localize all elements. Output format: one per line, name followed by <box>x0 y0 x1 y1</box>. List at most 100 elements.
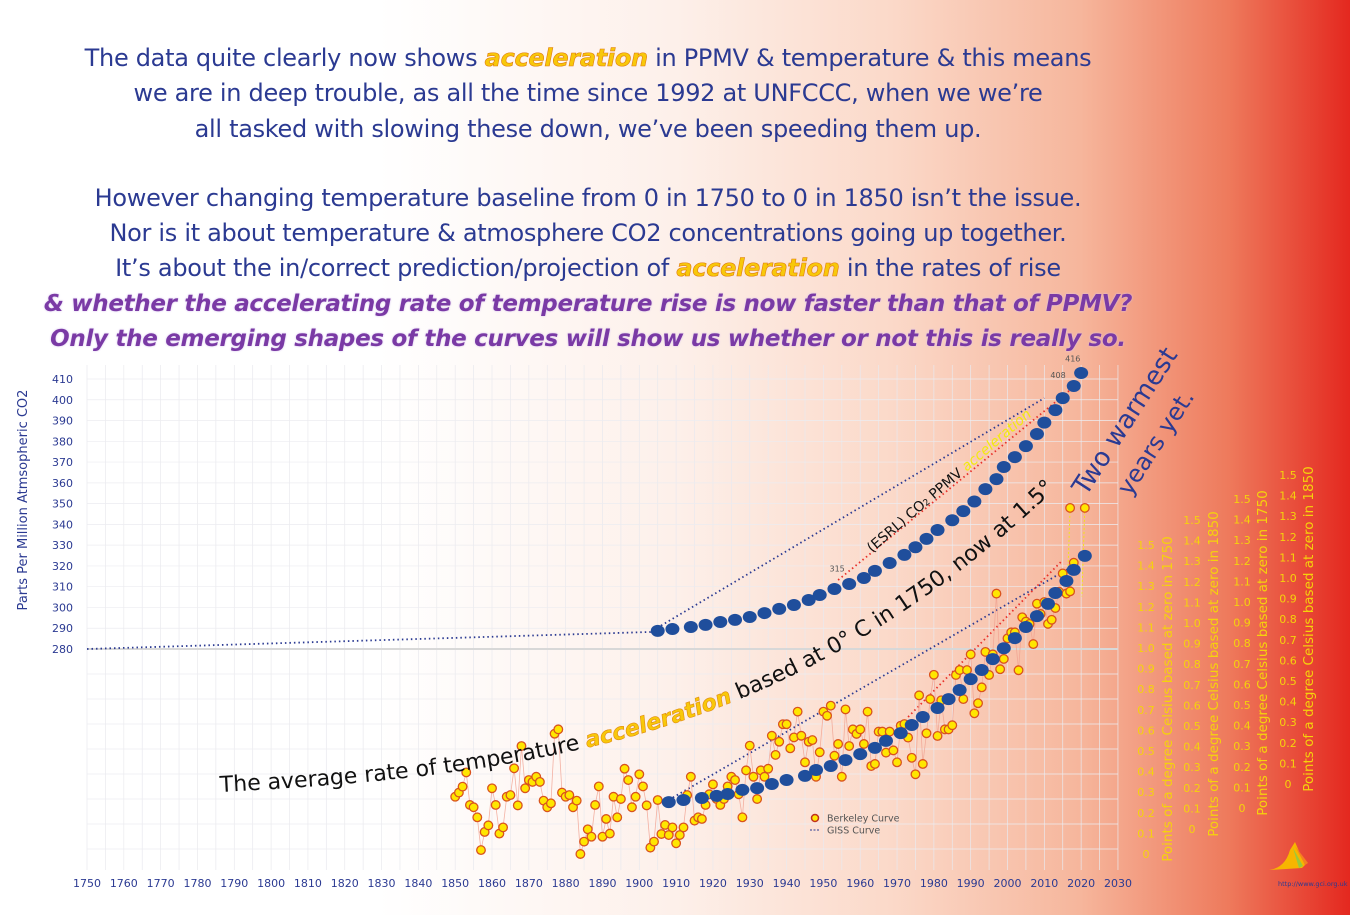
x-tick-label: 1870 <box>515 877 543 890</box>
co2-point <box>930 523 945 536</box>
berkeley-point <box>925 694 936 705</box>
berkeley-point <box>571 795 582 806</box>
header-text: in PPMV & temperature & this means <box>647 44 1092 72</box>
giss-point <box>709 789 724 802</box>
legend: Berkeley Curve GISS Curve <box>810 814 900 837</box>
berkeley-point <box>973 698 983 709</box>
x-tick-label: 2010 <box>1030 877 1058 890</box>
axes: 1750 1760 1770 1780 1790 1800 1810 1820 1830 1840… <box>52 373 1317 890</box>
giss-point <box>974 664 989 677</box>
y-right-tick-label: 0.1 <box>1233 781 1251 794</box>
co2-data-label: 408 <box>1050 371 1065 380</box>
giss-point <box>838 754 853 767</box>
y-right-tick-label: 0.4 <box>1183 741 1201 754</box>
y-right-tick-label: 1.0 <box>1137 642 1155 655</box>
giss-point <box>1041 597 1056 610</box>
berkeley-point <box>928 669 939 680</box>
y-right-tick-label: 1.2 <box>1233 555 1251 568</box>
giss-point <box>904 719 919 732</box>
co2-point <box>683 620 698 633</box>
y-right-tick-label: 1.0 <box>1279 572 1297 585</box>
y-right-tick-label: 1.3 <box>1233 534 1251 547</box>
co2-point <box>897 548 912 561</box>
x-tick-label: 1910 <box>662 877 690 890</box>
giss-point <box>720 788 735 801</box>
y-right-tick-label: 1.4 <box>1137 560 1155 573</box>
berkeley-point <box>612 812 623 823</box>
giss-point <box>661 796 676 809</box>
giss-point <box>797 769 812 782</box>
y-right-tick-label: 1.1 <box>1233 575 1251 588</box>
berkeley-point <box>634 769 645 780</box>
y-right-tick-label: 0.9 <box>1183 638 1201 651</box>
giss-point <box>1048 586 1063 599</box>
berkeley-point <box>947 720 958 731</box>
berkeley-point <box>652 795 663 805</box>
berkeley-point <box>516 741 527 752</box>
giss-point <box>878 734 893 747</box>
co2-point <box>1055 392 1070 405</box>
berkeley-point <box>976 682 987 693</box>
co2-point <box>801 593 816 606</box>
berkeley-point <box>833 739 844 749</box>
berkeley-point <box>1065 586 1076 597</box>
y-right-tick-label: 1.3 <box>1183 555 1201 568</box>
y-right-tick-label: 0.6 <box>1183 699 1201 712</box>
x-tick-label: 1990 <box>957 877 985 890</box>
berkeley-point <box>759 771 770 782</box>
berkeley-point <box>744 740 755 751</box>
y-right-tick-label: 1.4 <box>1233 514 1251 527</box>
co2-point <box>978 483 993 496</box>
berkeley-point <box>667 822 678 833</box>
x-tick-label: 1890 <box>588 877 616 890</box>
berkeley-point <box>825 700 836 711</box>
y-right-tick-label: 1.1 <box>1183 596 1201 609</box>
y-right-tick-label: 0 <box>1143 848 1150 861</box>
x-tick-label: 1950 <box>809 877 837 890</box>
berkeley-point <box>487 783 497 794</box>
footer-url[interactable]: http://www.gci.org.uk <box>1278 880 1348 888</box>
berkeley-point <box>472 812 483 823</box>
legend-giss-label: GISS Curve <box>827 826 880 837</box>
y-right-tick-label: 0.2 <box>1233 761 1251 774</box>
co2-point <box>698 618 713 631</box>
header-text: It’s about the in/correct prediction/pro… <box>115 254 677 282</box>
berkeley-point <box>461 767 472 778</box>
berkeley-point <box>785 743 796 754</box>
header-bold-line: Only the emerging shapes of the curves w… <box>50 326 1126 352</box>
berkeley-point <box>586 831 597 842</box>
berkeley-point <box>468 802 479 813</box>
header-line: The data quite clearly now shows acceler… <box>0 41 1176 76</box>
giss-point <box>867 741 882 754</box>
berkeley-point <box>593 781 604 792</box>
berkeley-point <box>663 830 674 840</box>
x-tick-label: 2030 <box>1104 877 1132 890</box>
berkeley-point <box>844 741 855 752</box>
berkeley-point <box>696 814 707 824</box>
x-tick-label: 1810 <box>294 877 322 890</box>
y-right-tick-label: 0.1 <box>1279 757 1297 770</box>
giss-point <box>985 653 1000 666</box>
berkeley-point <box>958 694 969 705</box>
header-line: Nor is it about temperature & atmosphere… <box>109 219 1067 247</box>
berkeley-point <box>884 726 895 737</box>
co2-data-label: 315 <box>829 564 844 573</box>
y-right-tick-label: 0.7 <box>1279 634 1297 647</box>
co2-point <box>856 571 871 584</box>
y-left-tick-label: 350 <box>52 498 73 511</box>
berkeley-point <box>770 749 781 760</box>
annotation-text: The average rate of temperature <box>218 729 589 798</box>
y-right-tick-label: 0.6 <box>1279 654 1297 667</box>
x-tick-label: 1880 <box>552 877 580 890</box>
berkeley-point <box>564 790 575 801</box>
co2-point <box>867 564 882 577</box>
y-left-tick-label: 320 <box>52 560 73 573</box>
berkeley-point <box>483 820 494 831</box>
x-tick-label: 1830 <box>368 877 396 890</box>
y-right-tick-label: 1.2 <box>1137 601 1155 614</box>
berkeley-point <box>814 747 825 758</box>
co2-point <box>1018 440 1033 453</box>
co2-point <box>945 514 960 527</box>
berkeley-point <box>490 800 501 810</box>
